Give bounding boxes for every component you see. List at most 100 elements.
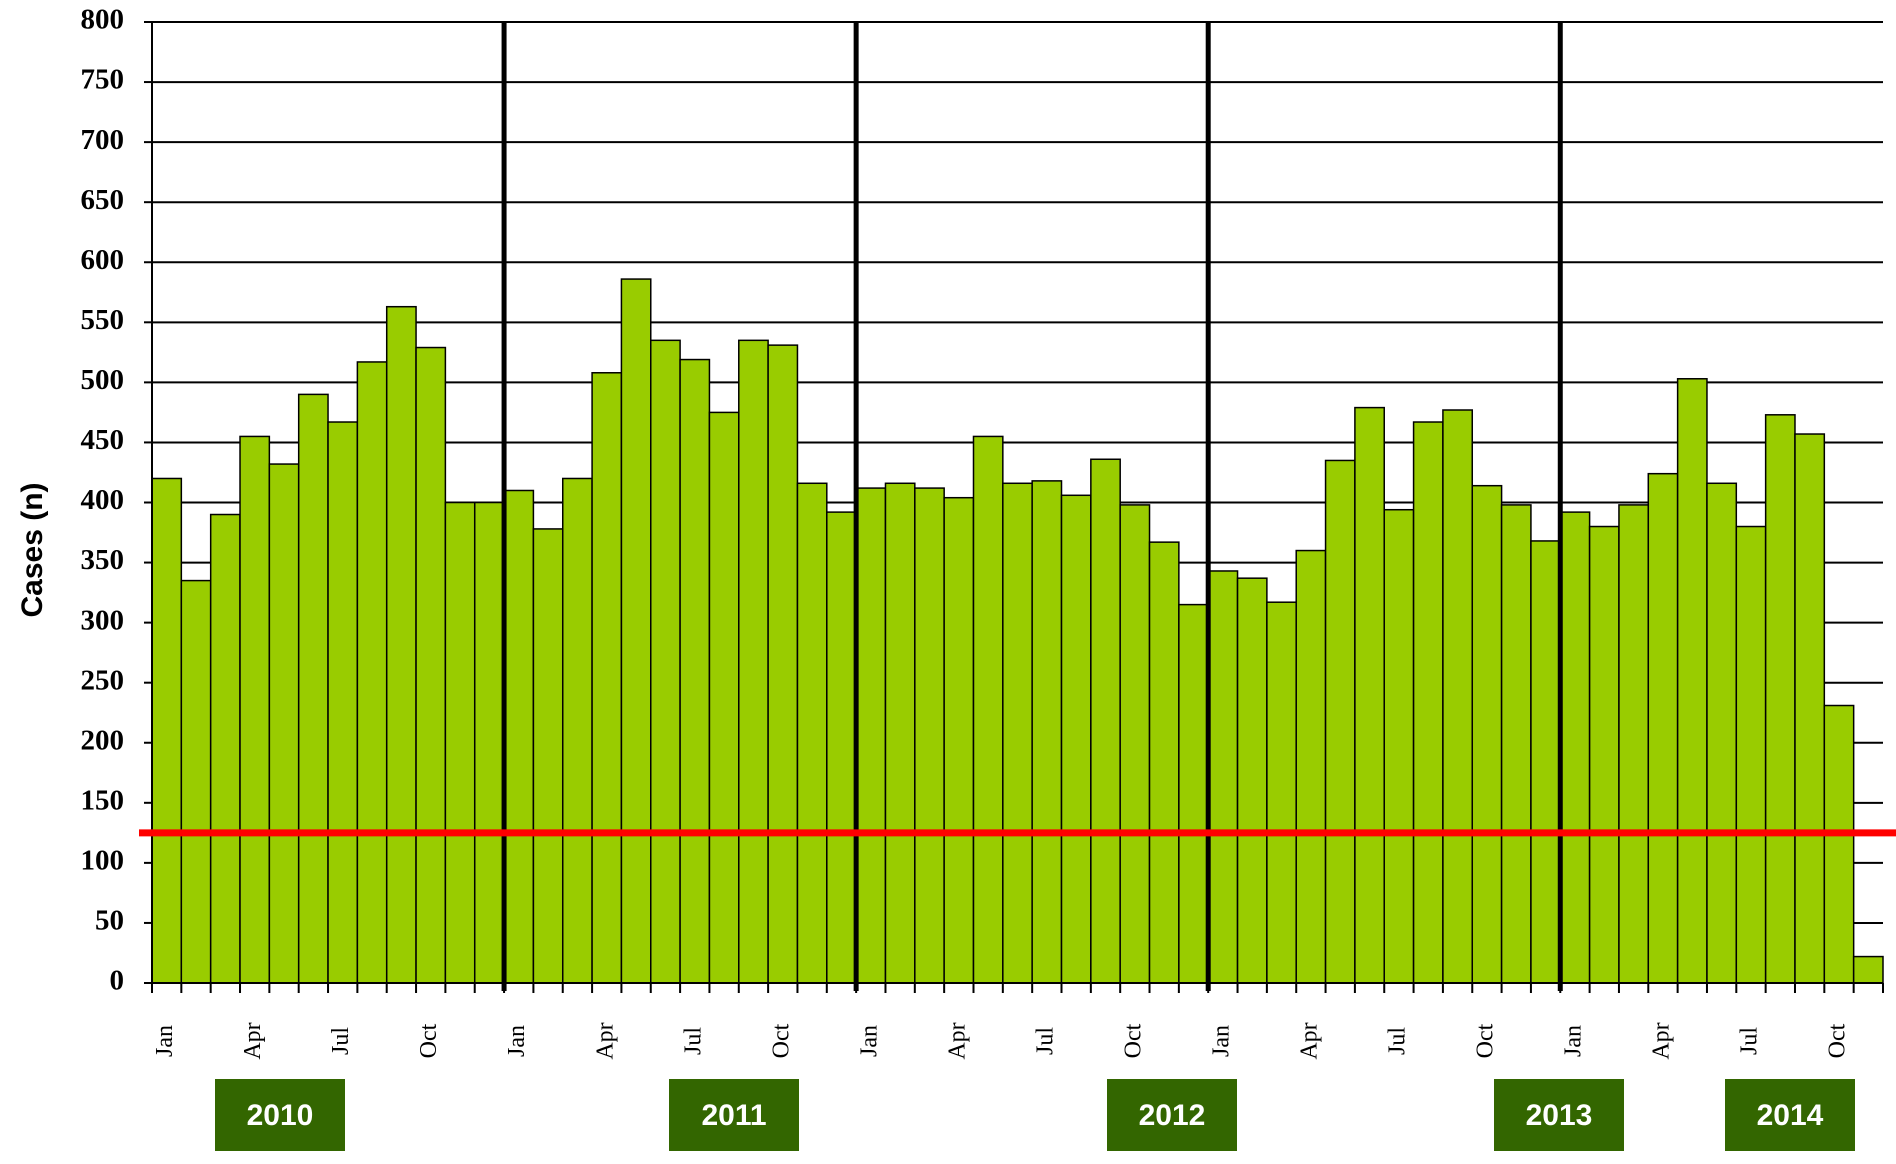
year-box bbox=[215, 1079, 345, 1151]
x-tick-label: Jul bbox=[1736, 1027, 1762, 1055]
bar bbox=[1266, 601, 1297, 984]
bar bbox=[503, 489, 535, 984]
bar bbox=[884, 482, 916, 984]
bar bbox=[444, 501, 476, 984]
y-tick-label: 300 bbox=[81, 604, 125, 636]
x-tick-label: Jan bbox=[856, 1025, 882, 1057]
bar bbox=[1295, 549, 1327, 984]
bar bbox=[1676, 378, 1708, 984]
year-label: 2011 bbox=[701, 1099, 766, 1132]
bar bbox=[796, 482, 828, 984]
bar bbox=[1031, 480, 1063, 984]
bar bbox=[650, 339, 681, 984]
bar bbox=[473, 501, 505, 984]
y-tick-label: 400 bbox=[81, 484, 125, 516]
year-label: 2014 bbox=[1757, 1099, 1824, 1132]
bar bbox=[1060, 494, 1092, 984]
bar bbox=[1530, 540, 1562, 984]
year-label: 2013 bbox=[1526, 1099, 1593, 1132]
x-tick-label: Jul bbox=[680, 1027, 706, 1055]
x-tick-label: Jan bbox=[1560, 1025, 1586, 1057]
bar bbox=[385, 305, 417, 984]
bar bbox=[268, 463, 300, 984]
bar bbox=[855, 487, 887, 984]
year-box bbox=[1725, 1079, 1855, 1151]
bar bbox=[1559, 511, 1591, 984]
y-tick-label: 750 bbox=[81, 64, 125, 96]
bar bbox=[1324, 459, 1356, 984]
bar bbox=[1090, 458, 1121, 984]
bar bbox=[767, 344, 799, 984]
bar bbox=[1442, 409, 1474, 984]
bar bbox=[1383, 508, 1415, 984]
bar bbox=[327, 421, 359, 984]
bar bbox=[297, 393, 329, 984]
bar bbox=[1706, 482, 1738, 984]
bar bbox=[620, 278, 652, 984]
x-tick-label: Jan bbox=[152, 1025, 178, 1057]
bar bbox=[972, 435, 1004, 984]
bar bbox=[679, 358, 711, 984]
bar bbox=[239, 435, 271, 984]
y-tick-label: 650 bbox=[81, 184, 125, 216]
bar bbox=[532, 528, 564, 984]
x-tick-label: Apr bbox=[1648, 1022, 1674, 1059]
bar bbox=[1618, 504, 1650, 984]
bar bbox=[1588, 525, 1620, 984]
x-tick-label: Oct bbox=[1120, 1023, 1146, 1058]
bar bbox=[1852, 955, 1884, 984]
bar bbox=[180, 579, 212, 984]
y-tick-label: 700 bbox=[81, 124, 125, 156]
bar bbox=[1002, 482, 1033, 984]
bar bbox=[415, 346, 447, 984]
bar bbox=[943, 496, 975, 984]
bar bbox=[591, 372, 623, 984]
bar bbox=[1119, 504, 1151, 984]
bar bbox=[1764, 414, 1796, 984]
x-tick-label: Jul bbox=[1384, 1027, 1410, 1055]
bar bbox=[1471, 484, 1503, 984]
bar bbox=[1647, 472, 1679, 984]
bar bbox=[826, 511, 857, 984]
bar bbox=[356, 361, 388, 984]
x-tick-label: Oct bbox=[1824, 1023, 1850, 1058]
y-tick-label: 0 bbox=[110, 965, 125, 997]
y-tick-label: 550 bbox=[81, 304, 125, 336]
y-tick-label: 50 bbox=[95, 905, 124, 937]
y-tick-label: 250 bbox=[81, 664, 125, 696]
bar bbox=[914, 487, 945, 984]
y-tick-label: 500 bbox=[81, 364, 125, 396]
bar bbox=[738, 339, 769, 984]
year-box bbox=[669, 1079, 799, 1151]
bar bbox=[1735, 525, 1767, 984]
bar bbox=[1178, 603, 1209, 984]
x-tick-label: Apr bbox=[592, 1022, 618, 1059]
y-tick-label: 150 bbox=[81, 784, 125, 816]
x-tick-label: Apr bbox=[1296, 1022, 1322, 1059]
year-label: 2010 bbox=[247, 1099, 314, 1132]
y-tick-label: 800 bbox=[81, 4, 125, 36]
y-tick-label: 600 bbox=[81, 244, 125, 276]
y-tick-label: 350 bbox=[81, 544, 125, 576]
x-tick-label: Apr bbox=[240, 1022, 266, 1059]
bar bbox=[1823, 704, 1855, 984]
y-tick-label: 100 bbox=[81, 845, 125, 877]
y-axis-label: Cases (n) bbox=[16, 482, 49, 617]
bar bbox=[1500, 504, 1532, 984]
x-tick-label: Jan bbox=[1208, 1025, 1234, 1057]
x-tick-label: Oct bbox=[416, 1023, 442, 1058]
x-tick-label: Jul bbox=[328, 1027, 354, 1055]
bar bbox=[1207, 570, 1239, 984]
x-tick-label: Apr bbox=[944, 1022, 970, 1059]
bar bbox=[1794, 433, 1826, 984]
x-tick-label: Oct bbox=[768, 1023, 794, 1058]
bar bbox=[209, 513, 241, 984]
x-tick-label: Jul bbox=[1032, 1027, 1058, 1055]
bar bbox=[1148, 541, 1180, 984]
x-tick-label: Oct bbox=[1472, 1023, 1498, 1058]
bar bbox=[561, 477, 593, 984]
y-tick-label: 450 bbox=[81, 424, 125, 456]
bar bbox=[708, 411, 740, 984]
